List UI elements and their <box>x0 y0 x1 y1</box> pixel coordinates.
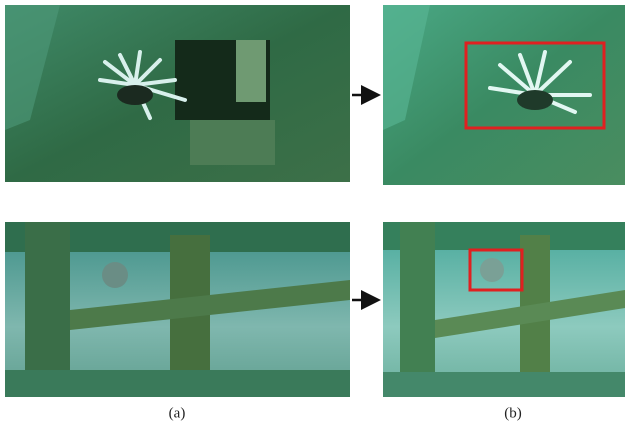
image-top-original <box>5 5 350 182</box>
caption: (a) <box>169 405 186 421</box>
image-top-result <box>383 5 625 185</box>
figure: (a) (b) <box>0 0 630 430</box>
image-bottom-result <box>383 222 625 397</box>
image-bottom-original <box>5 222 350 397</box>
caption: (b) <box>504 405 522 421</box>
